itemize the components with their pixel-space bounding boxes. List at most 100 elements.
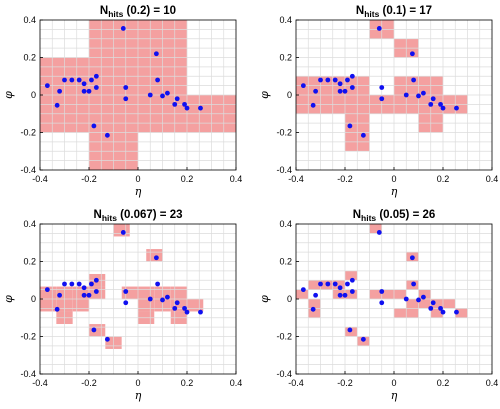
x-tick-label: -0.2 [81,174,97,184]
x-axis-label: η [391,185,398,198]
y-tick-label: 0.4 [23,219,36,229]
data-point [81,88,87,94]
data-point [376,230,382,235]
hit-cell [146,249,163,262]
y-tick-label: -0.2 [276,332,292,342]
data-point [430,96,436,102]
data-point [454,105,459,111]
data-point [411,281,416,287]
hit-cell [369,224,382,234]
hit-cell [345,289,358,299]
hit-cell [455,308,468,318]
data-point [93,277,99,283]
data-point [165,90,170,96]
data-point [313,88,318,94]
data-point [409,255,415,261]
data-point [440,105,446,111]
hit-cell [186,298,204,312]
data-points [44,230,203,342]
hit-cell [308,308,321,318]
data-point [310,102,316,108]
hit-cell [430,299,443,309]
panel-3: -0.4 -0.2 0 0.2 0.4 0.4 0.2 0 -0.2 -0.4 η φ Nhits (0… [2,209,242,402]
data-point [300,287,306,293]
hit-cell [345,270,358,281]
hit-cell [394,308,407,318]
data-point [182,305,187,311]
hit-cell [170,286,188,300]
x-tick-label: 0 [135,378,140,388]
data-point [347,327,353,333]
data-point [379,85,385,90]
data-point [379,289,385,294]
data-point [360,336,366,342]
y-tick-label: 0.4 [23,15,36,25]
data-point [160,297,165,303]
chart-title: Nhits (0.2) = 10 [100,5,176,19]
data-point [409,51,415,57]
data-point [403,296,409,302]
data-point [147,296,153,302]
hit-cell [369,289,382,299]
data-point [89,77,94,83]
data-point [44,83,50,89]
data-point [120,230,126,235]
data-point [438,305,443,311]
data-point [342,292,348,298]
data-point [81,292,87,298]
y-tick-label: 0.4 [279,15,292,25]
data-points [44,26,203,138]
data-point [174,300,180,306]
hit-cell [308,299,321,309]
y-axis-label: φ [2,295,15,303]
y-tick-label: 0 [31,294,36,304]
y-tick-label: -0.2 [20,332,36,342]
data-point [81,81,87,87]
y-axis-label: φ [2,91,15,99]
x-tick-label: 0.2 [437,378,450,388]
data-point [337,292,343,298]
data-point [337,88,343,94]
x-tick-label: 0 [135,174,140,184]
data-point [123,85,129,90]
y-tick-label: 0.2 [23,257,36,267]
data-point [440,309,446,315]
x-tick-label: 0.2 [181,174,194,184]
data-point [379,96,385,102]
data-point [62,281,67,287]
data-point [165,294,170,300]
y-tick-label: 0.2 [279,257,292,267]
data-point [313,292,318,298]
chart-title: Nhits (0.05) = 26 [353,209,436,223]
y-tick-label: -0.2 [20,128,36,138]
y-tick-label: 0.2 [279,53,292,63]
data-point [54,306,60,312]
data-point [376,26,382,31]
data-point [337,81,343,87]
data-points [300,230,459,342]
data-point [147,92,153,98]
hit-cell [113,223,130,237]
x-tick-label: 0.4 [230,174,243,184]
hit-cell [418,289,431,299]
grid [296,224,492,374]
hit-cell [406,308,419,318]
data-point [310,306,316,312]
y-tick-label: -0.4 [276,165,292,175]
hit-cell [394,289,407,299]
data-point [93,289,99,294]
data-point [76,281,82,287]
data-point [89,281,94,287]
data-point [318,281,323,287]
y-tick-label: -0.4 [20,165,36,175]
data-point [91,327,97,333]
data-point [332,77,338,83]
data-point [428,101,434,107]
x-axis-label: η [135,389,142,402]
data-point [430,300,436,306]
data-point [349,289,355,294]
data-point [184,309,190,315]
y-tick-label: 0.2 [23,53,36,63]
data-point [91,123,97,129]
x-tick-label: 0.4 [230,378,243,388]
